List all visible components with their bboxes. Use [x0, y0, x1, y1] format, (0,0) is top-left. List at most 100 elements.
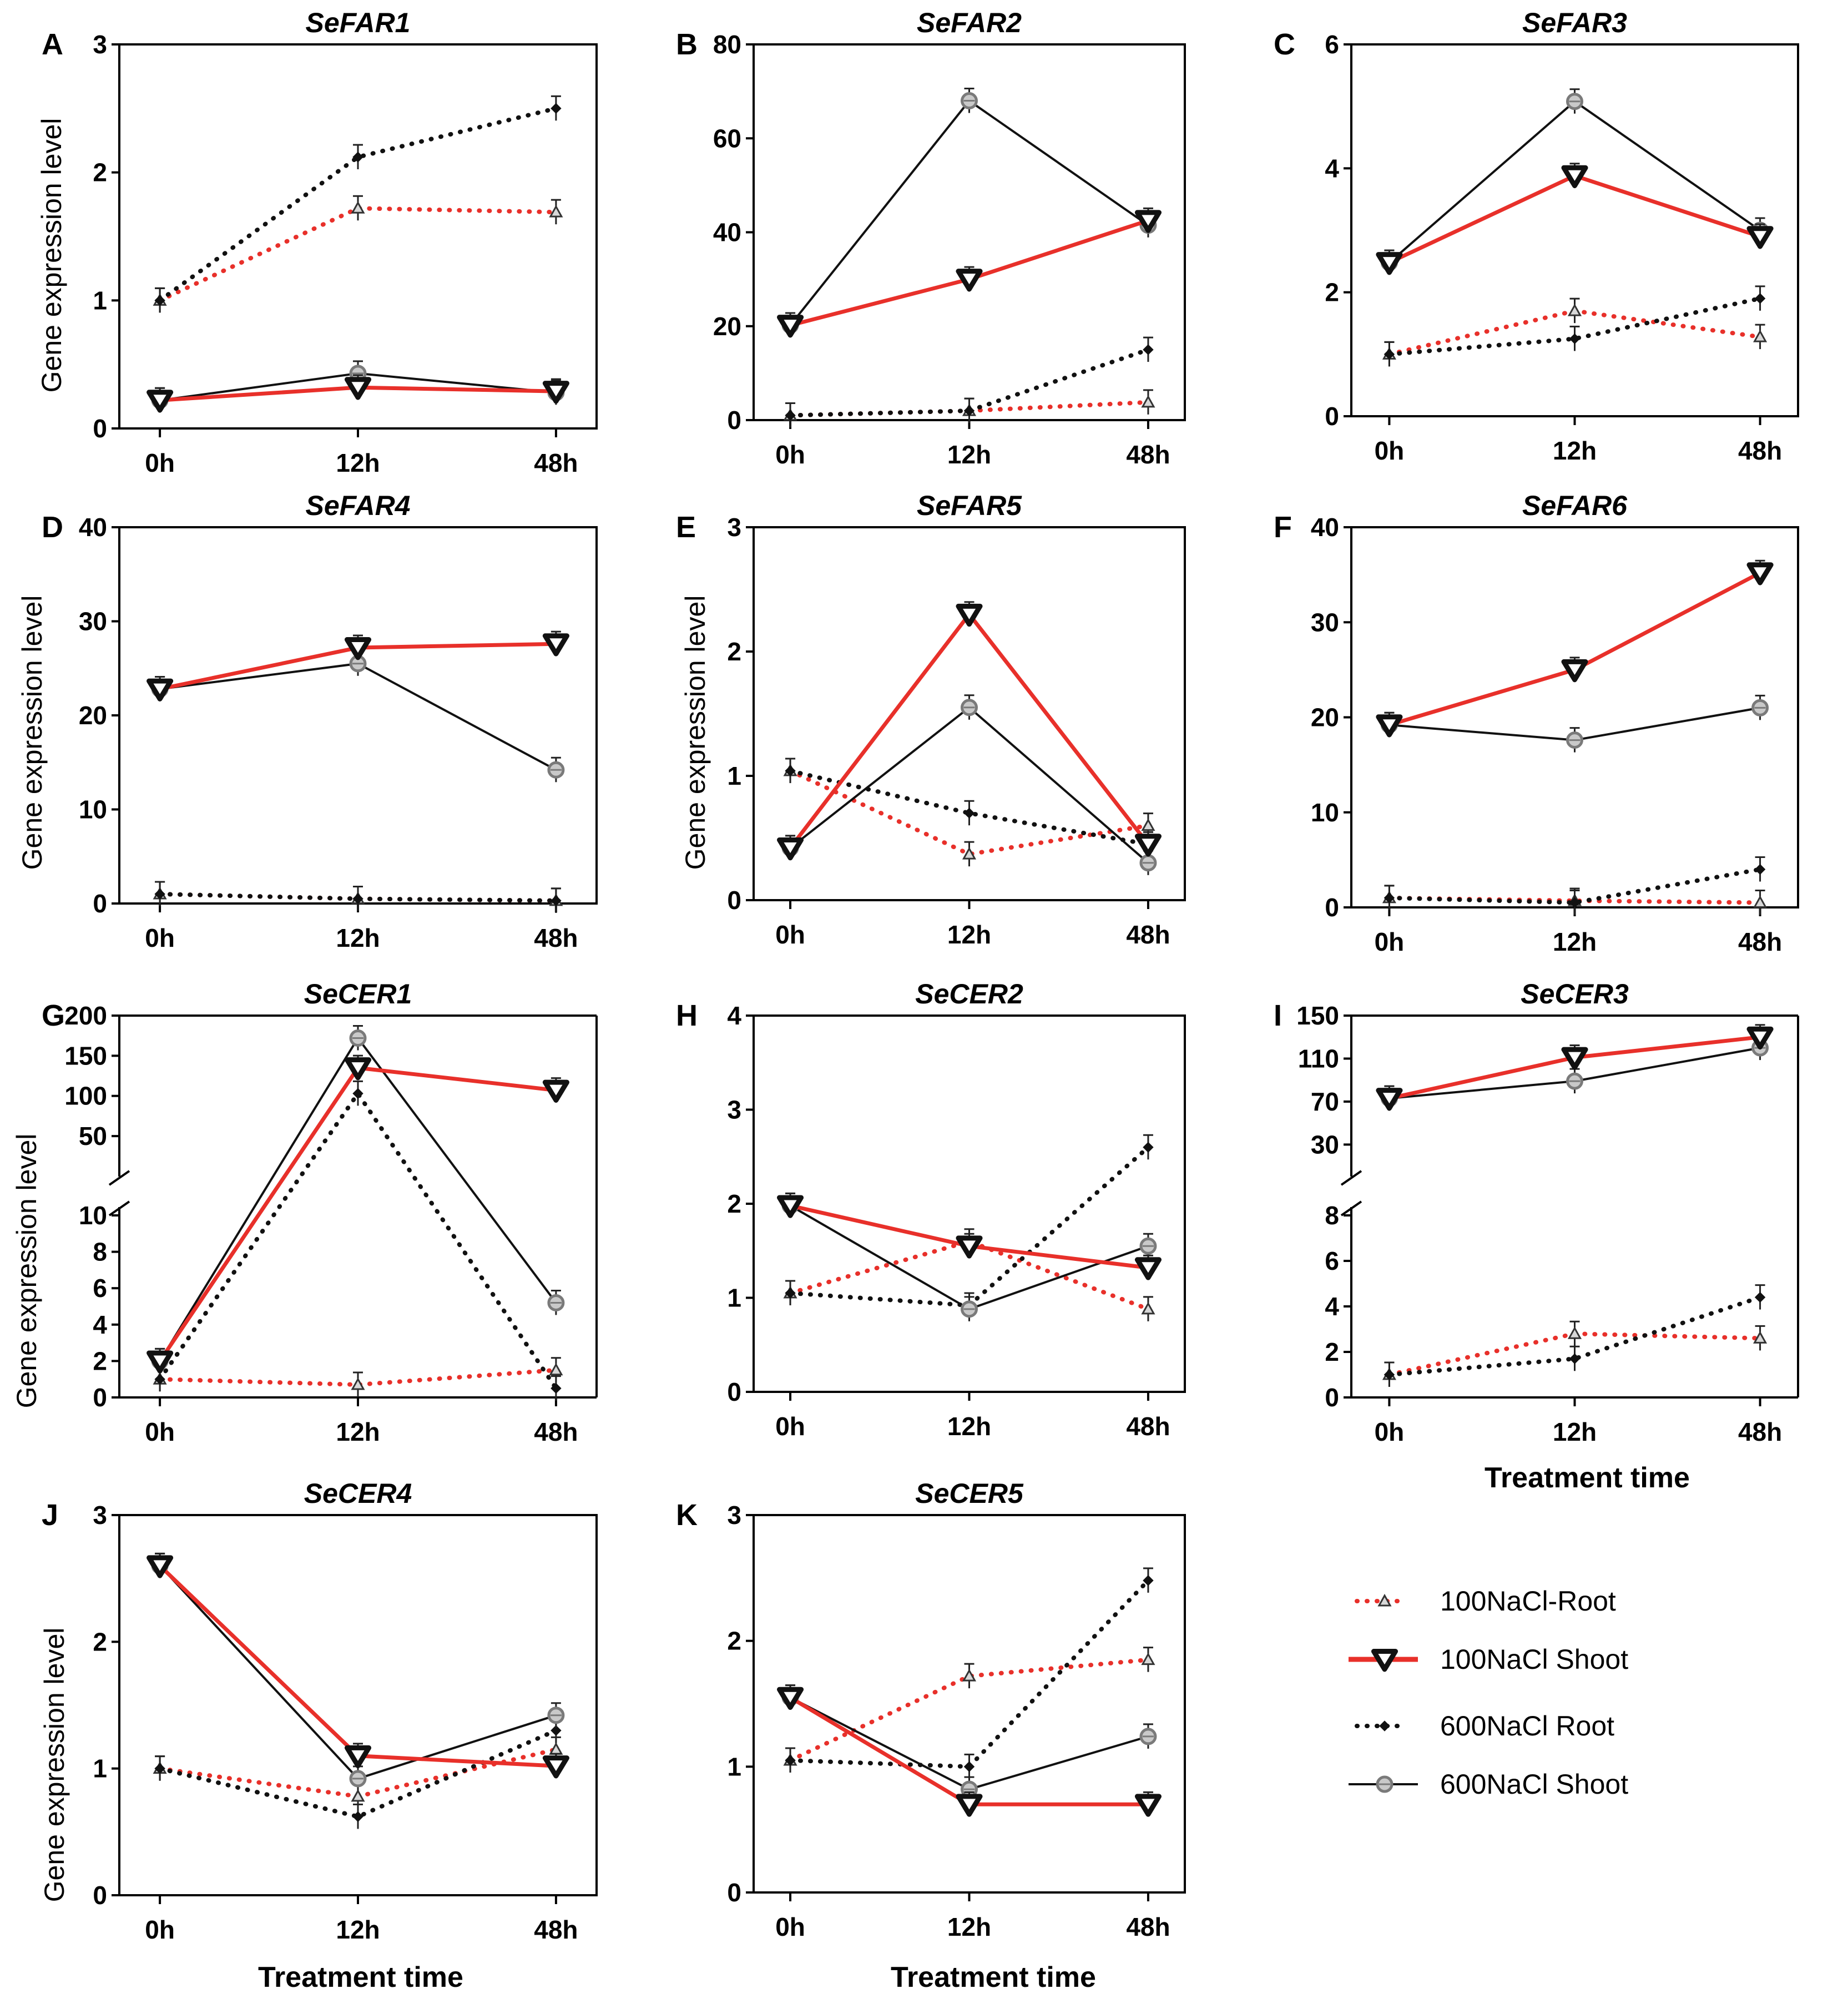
y-tick-label: 0 — [1325, 1383, 1339, 1412]
data-point — [1134, 210, 1162, 233]
data-point — [147, 1350, 174, 1374]
series-line — [158, 1564, 557, 1768]
y-tick-label: 40 — [713, 218, 741, 247]
x-tick-label: 0h — [145, 448, 175, 477]
panel-title: SeFAR3 — [1522, 7, 1627, 38]
x-tick-label: 48h — [534, 448, 578, 477]
data-point — [956, 1794, 983, 1817]
legend-marker — [1371, 1649, 1398, 1672]
data-point — [147, 678, 174, 701]
panel-letter: F — [1274, 511, 1292, 544]
series-600NaCl-Shoot — [781, 88, 1157, 338]
x-tick-label: 48h — [534, 1417, 578, 1446]
data-point — [352, 1811, 363, 1823]
data-point — [962, 1669, 977, 1682]
data-point — [549, 1362, 563, 1376]
series-100NaCl-Shoot — [1376, 559, 1774, 738]
panel-letter: E — [676, 511, 696, 544]
series-600NaCl-Root — [1384, 285, 1766, 367]
data-point — [956, 603, 983, 627]
y-tick-label: 50 — [79, 1122, 107, 1150]
data-point — [1134, 1794, 1162, 1817]
y-tick-label: 2 — [727, 1189, 741, 1218]
series-100NaCl-Shoot — [776, 1684, 1162, 1817]
y-tick-label: 0 — [1325, 893, 1339, 922]
series-600NaCl-Shoot — [781, 1192, 1157, 1321]
data-point — [352, 893, 363, 905]
panel-letter: I — [1274, 999, 1282, 1032]
panel-C: 0 2 4 6 0h 12h 48h SeFAR3 C — [1274, 7, 1799, 465]
y-tick-label: 1 — [727, 761, 741, 790]
x-tick-label: 0h — [145, 1915, 175, 1944]
series-line — [158, 1066, 557, 1362]
x-tick-label: 0h — [775, 920, 805, 949]
y-tick-label: 20 — [713, 312, 741, 341]
x-axis-label-J: Treatment time — [258, 1961, 463, 1993]
panel-F: 0 10 20 30 40 0h 12h 48h SeFAR6 F — [1274, 490, 1799, 956]
panel-J: 0 1 2 3 0h 12h 48h SeCER4 J — [42, 1478, 598, 1944]
y-tick-label: 0 — [93, 1881, 107, 1910]
panel-B: 0 20 40 60 80 0h 12h 48h SeFAR2 B — [676, 7, 1186, 469]
y-tick-label: 2 — [727, 1627, 741, 1655]
y-tick-label: 80 — [713, 30, 741, 59]
y-tick-label: 10 — [79, 1201, 107, 1230]
y-tick-label: 200 — [64, 1001, 107, 1030]
y-tick-label: 2 — [727, 637, 741, 666]
y-tick-label: 0 — [727, 1377, 741, 1406]
x-tick-label: 12h — [947, 920, 991, 949]
x-tick-label: 12h — [1553, 436, 1597, 465]
x-tick-label: 12h — [1553, 1417, 1597, 1446]
series-100NaCl-Shoot — [1376, 1024, 1774, 1111]
data-point — [1561, 659, 1588, 683]
series-100NaCl-Shoot — [147, 630, 569, 701]
data-point — [351, 1789, 365, 1802]
y-tick-label: 0 — [727, 1878, 741, 1907]
y-tick-label: 150 — [1296, 1001, 1339, 1030]
legend-marker — [1377, 1593, 1392, 1607]
data-point — [147, 390, 174, 413]
panel-title: SeCER5 — [915, 1478, 1024, 1509]
data-point — [1567, 1326, 1582, 1339]
series-100NaCl-Shoot — [776, 1192, 1162, 1280]
data-point — [1376, 252, 1403, 275]
data-point — [776, 1687, 804, 1710]
data-point — [344, 1057, 372, 1081]
data-point — [542, 1079, 569, 1103]
series-100NaCl-Shoot — [776, 207, 1162, 338]
panel-title: SeFAR1 — [306, 7, 411, 38]
data-point — [1141, 818, 1155, 831]
legend: 100NaCl-Root 100NaCl Shoot 600NaCl Root 600… — [1349, 1586, 1628, 1800]
series-600NaCl-Root — [785, 336, 1154, 428]
x-tick-label: 12h — [336, 1915, 380, 1944]
data-point — [956, 269, 983, 292]
data-point — [1134, 1257, 1162, 1280]
x-tick-label: 12h — [947, 1912, 991, 1941]
x-tick-label: 0h — [775, 1412, 805, 1441]
data-point — [154, 889, 165, 900]
data-point — [551, 1725, 562, 1736]
y-tick-label: 8 — [1325, 1201, 1339, 1230]
data-point — [1569, 897, 1581, 908]
axis-break-mark — [1340, 1200, 1362, 1216]
y-axis-label-row3: Gene expression level — [11, 1134, 42, 1409]
axis-labels-layer: Gene expression level Gene expression le… — [11, 118, 1690, 1993]
y-tick-label: 3 — [93, 30, 107, 59]
panel-K: 0 1 2 3 0h 12h 48h SeCER5 K — [676, 1478, 1186, 1941]
y-tick-label: 0 — [93, 1383, 107, 1412]
series-line — [1388, 571, 1761, 727]
data-point — [1753, 329, 1768, 342]
data-point — [785, 410, 796, 421]
series-line — [1387, 867, 1763, 905]
x-tick-label: 48h — [534, 1915, 578, 1944]
panel-letter: A — [42, 28, 63, 61]
data-point — [776, 315, 804, 338]
y-axis-label-row1: Gene expression level — [36, 118, 67, 393]
panel-letter: B — [676, 28, 698, 61]
series-600NaCl-Root — [1384, 856, 1766, 915]
data-point — [956, 1235, 983, 1259]
data-point — [147, 1555, 174, 1578]
data-point — [1143, 1142, 1154, 1153]
y-tick-label: 10 — [79, 795, 107, 824]
data-point — [549, 205, 563, 218]
data-point — [352, 1088, 363, 1099]
